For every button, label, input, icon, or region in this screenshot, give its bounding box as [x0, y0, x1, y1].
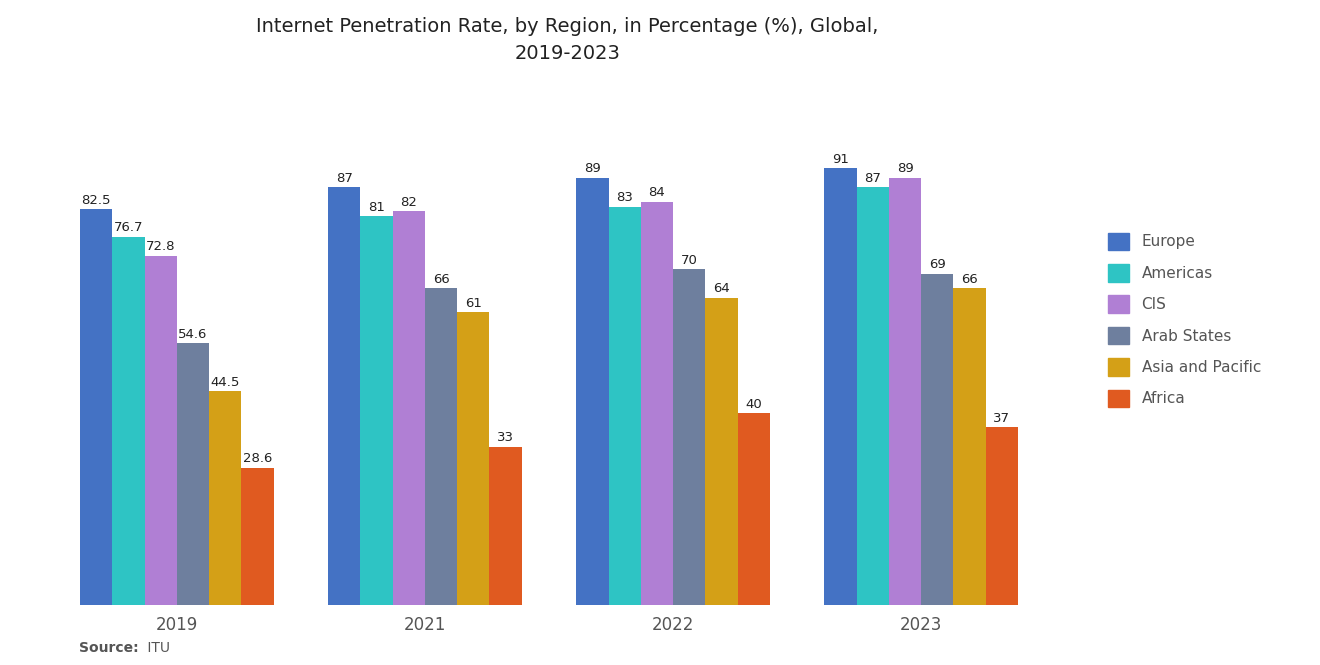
Title: Internet Penetration Rate, by Region, in Percentage (%), Global,
2019-2023: Internet Penetration Rate, by Region, in… — [256, 17, 879, 63]
Bar — [209, 392, 242, 605]
Bar — [673, 269, 705, 605]
Text: 61: 61 — [465, 297, 482, 310]
Text: 81: 81 — [368, 201, 385, 213]
Bar — [329, 188, 360, 605]
Text: 66: 66 — [433, 273, 449, 286]
Bar — [577, 178, 609, 605]
Text: 76.7: 76.7 — [114, 221, 143, 234]
Text: 40: 40 — [746, 398, 762, 411]
Text: 64: 64 — [713, 283, 730, 295]
Text: 87: 87 — [865, 172, 882, 185]
Text: 37: 37 — [993, 412, 1010, 425]
Text: 69: 69 — [929, 259, 945, 271]
Text: 72.8: 72.8 — [147, 240, 176, 253]
Text: Source:: Source: — [79, 640, 139, 655]
Bar — [457, 312, 490, 605]
Text: 33: 33 — [498, 432, 513, 444]
Bar — [609, 207, 640, 605]
Text: ITU: ITU — [143, 640, 169, 655]
Text: 54.6: 54.6 — [178, 328, 207, 340]
Bar — [81, 209, 112, 605]
Bar — [145, 255, 177, 605]
Text: 84: 84 — [648, 186, 665, 200]
Bar — [640, 201, 673, 605]
Text: 82.5: 82.5 — [82, 194, 111, 207]
Text: 44.5: 44.5 — [210, 376, 240, 389]
Bar — [242, 467, 273, 605]
Bar — [705, 298, 738, 605]
Text: 28.6: 28.6 — [243, 452, 272, 466]
Bar — [921, 274, 953, 605]
Bar — [953, 288, 986, 605]
Bar — [112, 237, 145, 605]
Text: 89: 89 — [896, 162, 913, 176]
Text: 87: 87 — [335, 172, 352, 185]
Text: 82: 82 — [400, 196, 417, 209]
Text: 83: 83 — [616, 191, 634, 204]
Text: 91: 91 — [832, 153, 849, 166]
Bar — [857, 188, 888, 605]
Bar — [738, 413, 770, 605]
Text: 66: 66 — [961, 273, 978, 286]
Bar — [888, 178, 921, 605]
Bar — [986, 428, 1018, 605]
Bar — [360, 216, 392, 605]
Bar — [825, 168, 857, 605]
Text: 70: 70 — [681, 253, 697, 267]
Bar — [490, 447, 521, 605]
Bar — [177, 343, 209, 605]
Text: 89: 89 — [583, 162, 601, 176]
Bar — [392, 211, 425, 605]
Bar — [425, 288, 457, 605]
Legend: Europe, Americas, CIS, Arab States, Asia and Pacific, Africa: Europe, Americas, CIS, Arab States, Asia… — [1101, 225, 1269, 415]
